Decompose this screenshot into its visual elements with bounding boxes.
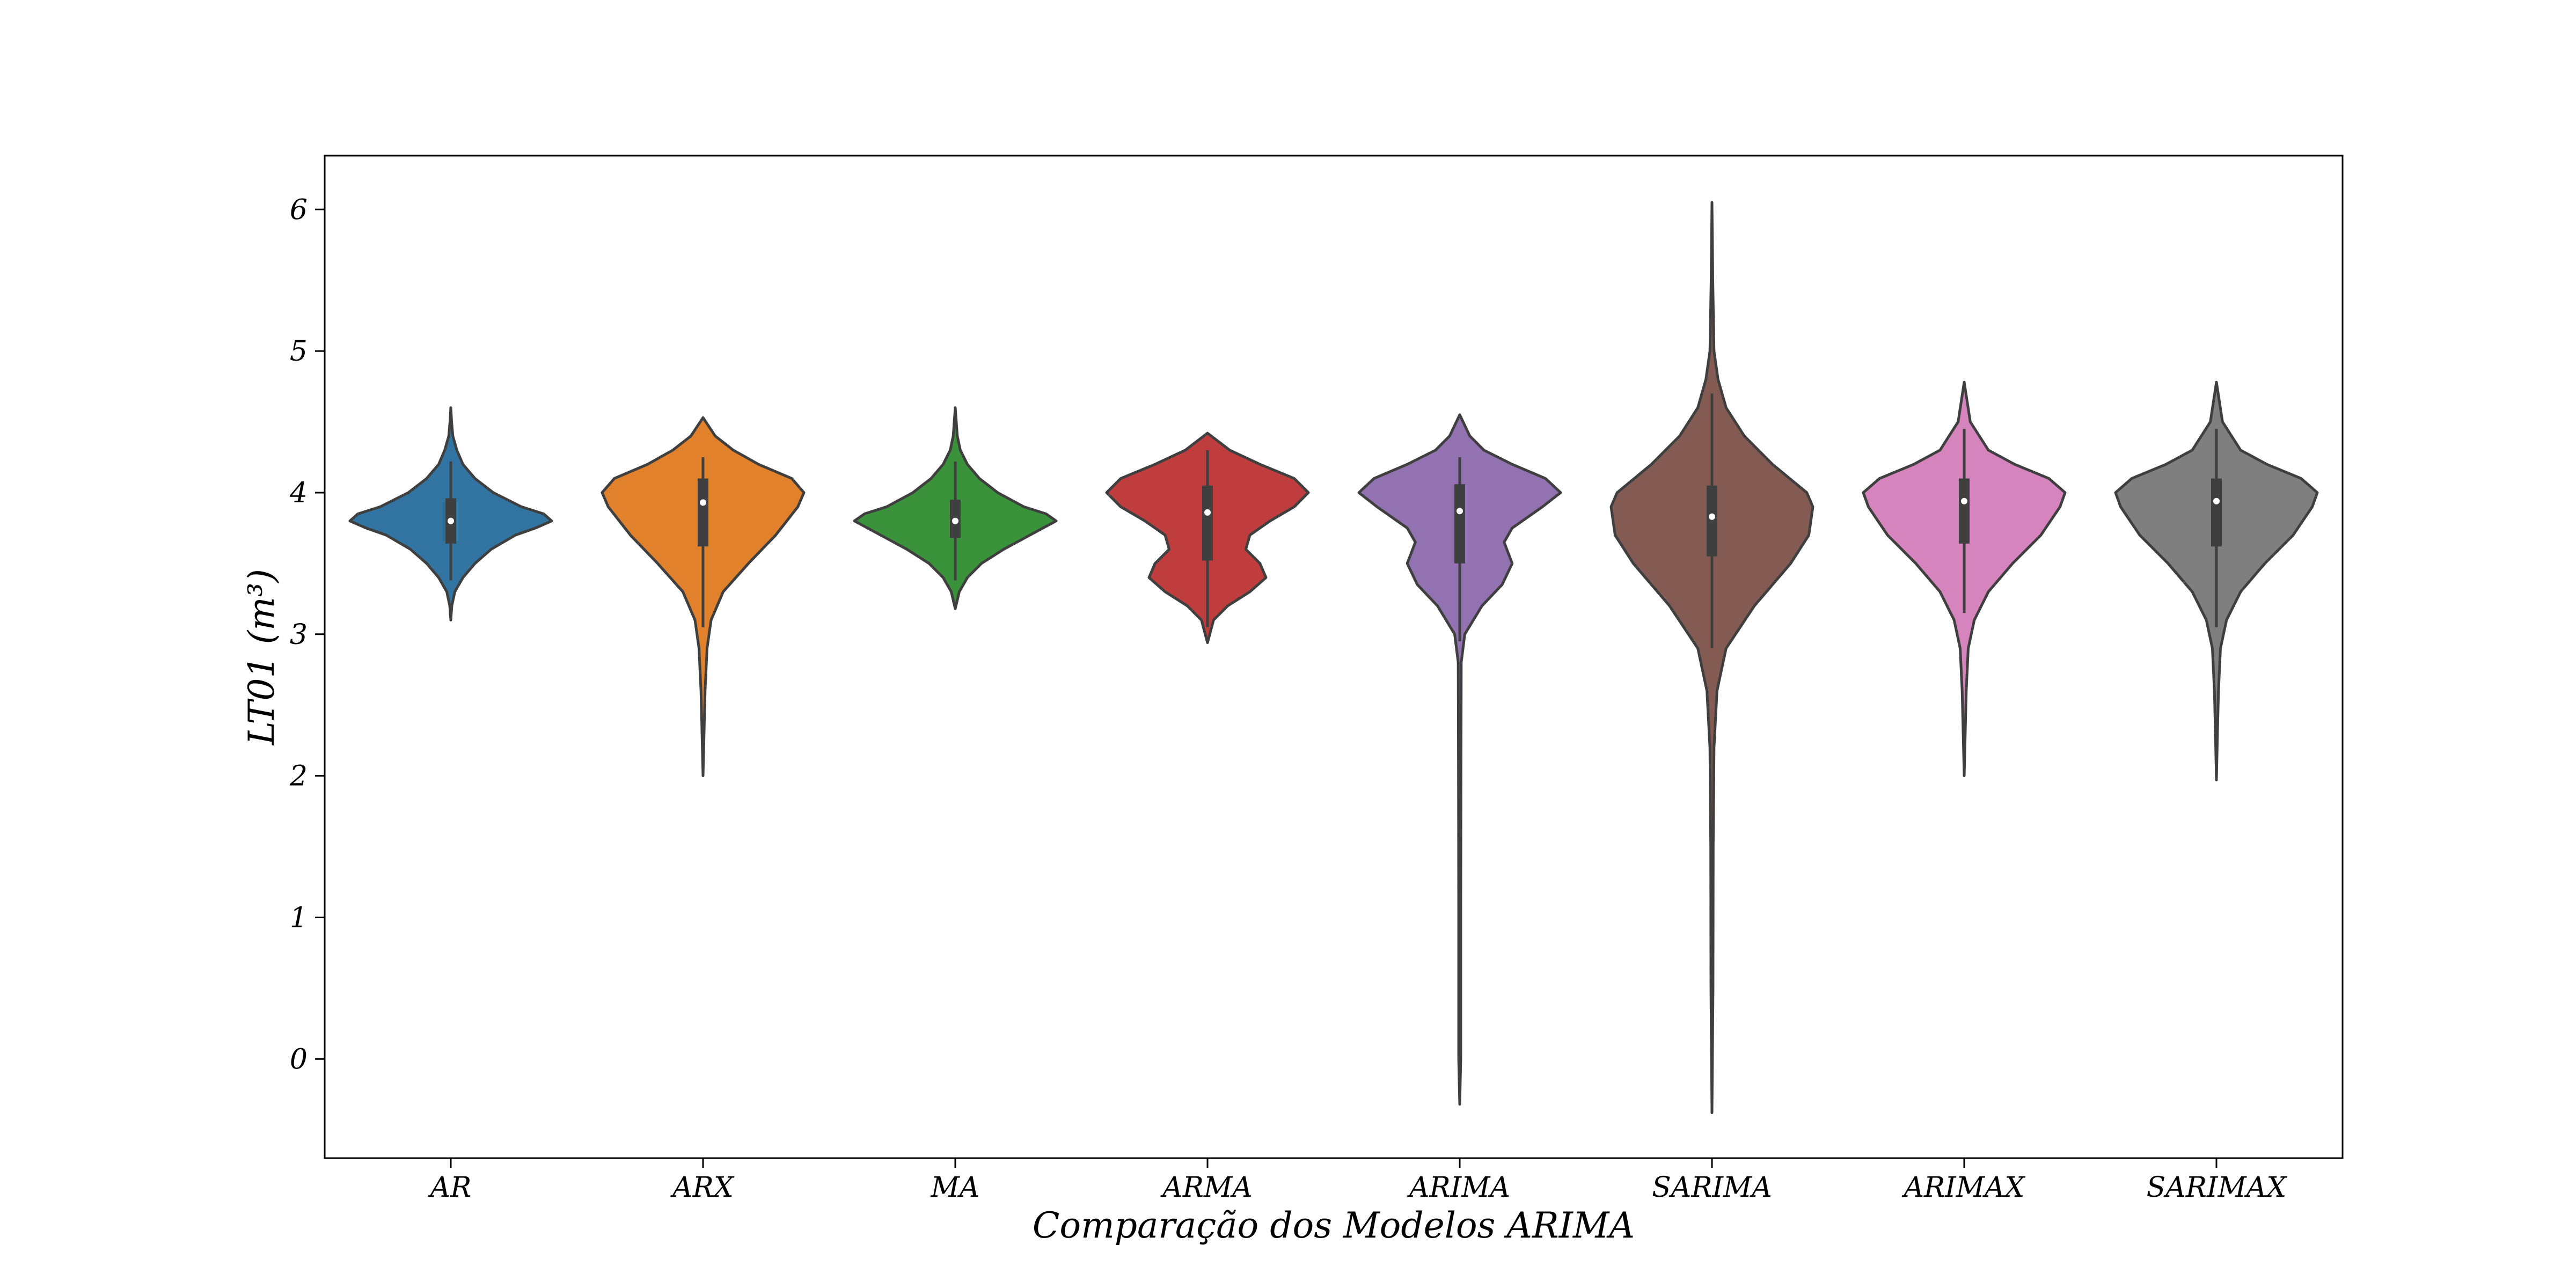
violin-arma bbox=[1105, 431, 1310, 645]
violin-median-point bbox=[448, 517, 454, 524]
violin-arima bbox=[1357, 413, 1562, 1106]
violin-ma bbox=[853, 406, 1058, 610]
x-tick-label-arx: ARX bbox=[670, 1172, 735, 1204]
x-tick-label-ar: AR bbox=[428, 1172, 472, 1204]
violin-median-point bbox=[700, 499, 706, 506]
violin-iqr-box bbox=[698, 478, 708, 547]
x-axis-title: Comparação dos Modelos ARIMA bbox=[1033, 1205, 1635, 1246]
violin-body bbox=[1609, 201, 1814, 1115]
violin-iqr-box bbox=[1707, 485, 1717, 557]
x-tick-label-sarimax: SARIMAX bbox=[2147, 1172, 2288, 1204]
y-tick-label: 1 bbox=[290, 902, 308, 934]
violin-iqr-box bbox=[1202, 485, 1213, 561]
violin-sarimax bbox=[2114, 380, 2319, 781]
violin-layer bbox=[348, 201, 2319, 1115]
violin-ar bbox=[348, 406, 553, 621]
y-tick-label: 2 bbox=[289, 760, 308, 793]
y-tick-label: 5 bbox=[290, 335, 308, 368]
y-tick-label: 6 bbox=[290, 194, 308, 226]
violin-arx bbox=[601, 416, 806, 778]
x-tick-label-arima: ARIMA bbox=[1407, 1172, 1510, 1204]
plot-frame bbox=[324, 155, 2344, 1159]
y-tick-label: 4 bbox=[289, 477, 308, 509]
violin-iqr-box bbox=[1959, 478, 1970, 544]
y-tick-label: 0 bbox=[290, 1043, 308, 1075]
violin-arimax bbox=[1862, 380, 2067, 778]
violin-sarima bbox=[1609, 201, 1814, 1115]
x-tick-label-arimax: ARIMAX bbox=[1901, 1172, 2025, 1204]
violin-body bbox=[1357, 413, 1562, 1106]
y-axis: 0 1 2 3 4 5 6 bbox=[289, 194, 325, 1075]
violin-median-point bbox=[2213, 497, 2220, 504]
violin-median-point bbox=[1457, 508, 1463, 515]
violin-median-point bbox=[1961, 497, 1967, 504]
x-axis: AR ARX MA ARMA ARIMA SARIMA ARIMAX SARIMAX bbox=[428, 1158, 2288, 1204]
violin-iqr-box bbox=[2211, 478, 2222, 547]
x-tick-label-ma: MA bbox=[931, 1172, 980, 1204]
violin-median-point bbox=[952, 517, 958, 524]
y-tick-label: 3 bbox=[290, 619, 308, 651]
violin-median-point bbox=[1204, 509, 1211, 516]
violin-iqr-box bbox=[1454, 484, 1465, 564]
x-tick-label-sarima: SARIMA bbox=[1652, 1172, 1772, 1204]
y-axis-title: LT01 (m³) bbox=[241, 569, 282, 745]
violin-median-point bbox=[1709, 513, 1715, 520]
x-tick-label-arma: ARMA bbox=[1160, 1172, 1253, 1204]
